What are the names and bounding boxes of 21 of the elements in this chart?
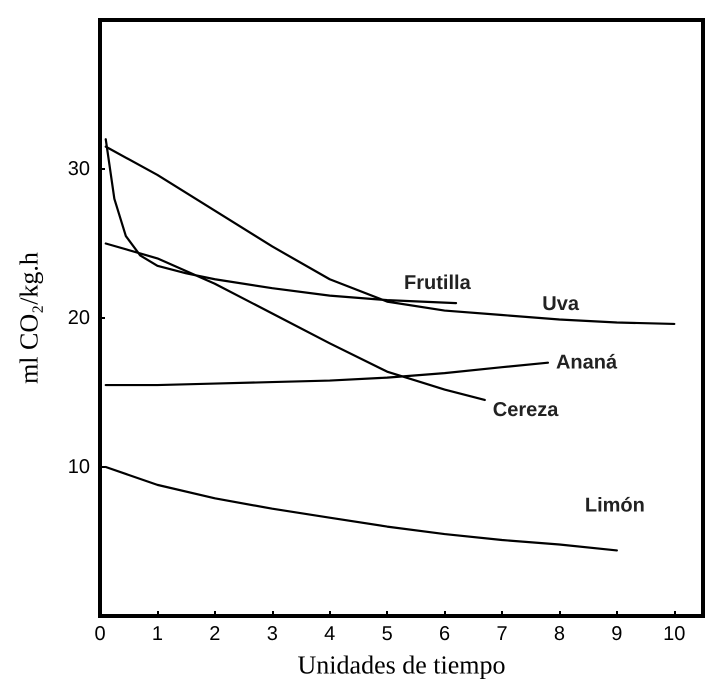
x-tick-label: 7 <box>496 623 508 645</box>
x-axis-title: Unidades de tiempo <box>298 650 506 680</box>
y-axis-title: ml CO₂/kg.h <box>14 252 44 384</box>
y-tick-label: 10 <box>68 456 90 478</box>
y-tick-label: 20 <box>68 307 90 329</box>
x-tick-label: 5 <box>382 623 393 645</box>
x-tick-label: 10 <box>663 623 686 645</box>
x-tick-label: 4 <box>324 623 336 645</box>
series-label: Ananá <box>556 352 618 374</box>
y-tick-label: 30 <box>68 158 90 180</box>
series-label: Cereza <box>492 398 560 421</box>
series-label: Frutilla <box>404 272 472 294</box>
x-tick-label: 9 <box>611 623 622 645</box>
series-label: Limón <box>584 494 645 516</box>
x-tick-label: 8 <box>554 623 565 645</box>
x-tick-label: 2 <box>209 623 220 645</box>
series-label: Uva <box>542 292 580 315</box>
x-tick-label: 0 <box>94 623 106 645</box>
x-tick-label: 3 <box>266 623 278 645</box>
x-tick-label: 1 <box>152 623 163 645</box>
x-tick-label: 6 <box>439 623 450 645</box>
